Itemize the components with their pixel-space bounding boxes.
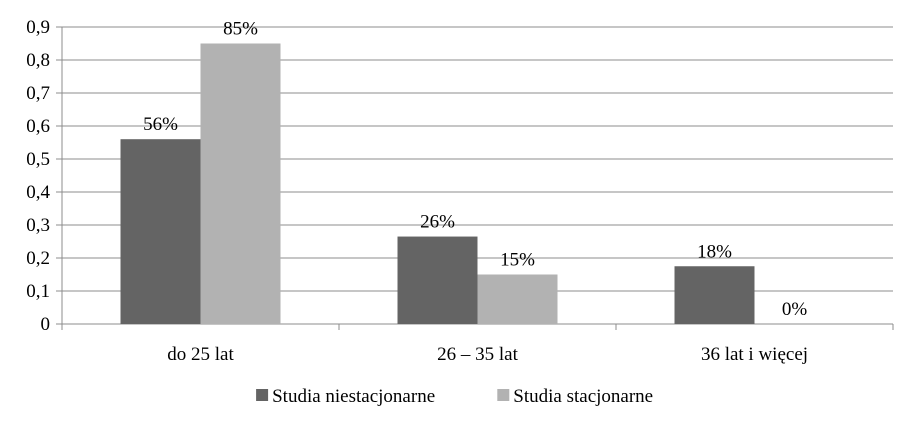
data-label: 56%: [143, 114, 178, 135]
bar-niestacjonarne: [674, 266, 755, 324]
y-tick-label: 0,4: [26, 182, 50, 203]
bar-niestacjonarne: [397, 236, 478, 324]
bar-stacjonarne: [200, 43, 281, 324]
bars: [120, 43, 755, 324]
legend: Studia niestacjonarne Studia stacjonarne: [256, 386, 653, 407]
axes: 0 0,1 0,2 0,3 0,4 0,5 0,6 0,7 0,8 0,9 do 25 lat 26 …: [26, 17, 894, 365]
legend-label: Studia stacjonarne: [513, 386, 653, 407]
x-tick-label: 26 – 35 lat: [437, 344, 518, 365]
y-tick-label: 0,3: [26, 215, 50, 236]
data-labels: 56% 26% 18% 85% 15% 0%: [143, 19, 807, 321]
y-tick-label: 0,9: [26, 17, 50, 38]
data-label: 18%: [697, 241, 732, 262]
y-tick-label: 0,8: [26, 50, 50, 71]
legend-swatch: [497, 389, 510, 401]
data-label: 15%: [500, 250, 535, 271]
bar-niestacjonarne: [120, 139, 201, 324]
y-tick-label: 0,5: [26, 149, 50, 170]
legend-label: Studia niestacjonarne: [272, 386, 435, 407]
data-label: 85%: [223, 19, 258, 40]
y-tick-label: 0,2: [26, 248, 50, 269]
x-tick-label: do 25 lat: [167, 344, 234, 365]
y-tick-label: 0,6: [26, 116, 50, 137]
y-tick-label: 0,1: [26, 281, 50, 302]
data-label: 0%: [782, 299, 808, 320]
x-tick-label: 36 lat i więcej: [701, 344, 808, 365]
y-tick-label: 0,7: [26, 83, 50, 104]
y-tick-label: 0: [41, 314, 51, 335]
data-label: 26%: [420, 212, 455, 233]
bar-stacjonarne: [477, 274, 558, 324]
legend-swatch: [256, 389, 269, 401]
